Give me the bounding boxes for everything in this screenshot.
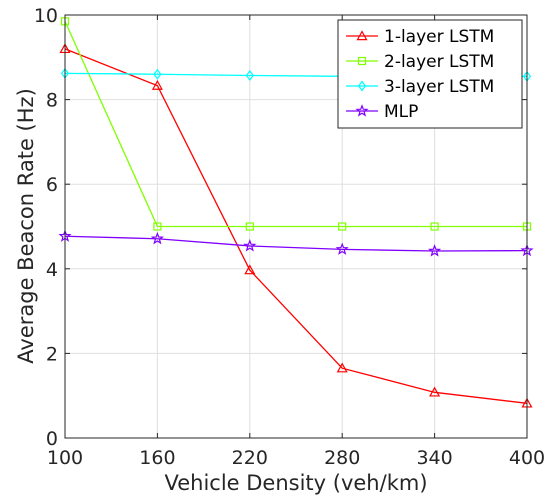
data-point [244, 264, 256, 275]
legend-marker [357, 56, 367, 66]
y-tick-label: 2 [46, 343, 58, 365]
legend-label: 2-layer LSTM [384, 52, 494, 72]
x-tick-label: 160 [139, 447, 175, 469]
y-tick-label: 0 [46, 428, 58, 450]
plot-frame [64, 14, 528, 439]
y-axis-label: Average Beacon Rate (Hz) [14, 88, 38, 364]
y-tick-label: 4 [46, 259, 58, 281]
data-point [150, 231, 164, 245]
data-point [153, 222, 162, 231]
legend-marker [355, 104, 369, 117]
data-point [429, 386, 441, 397]
data-point [336, 362, 348, 373]
legend-box [337, 19, 523, 129]
data-point [335, 242, 349, 255]
y-axis-ticks: 0 2 4 6 8 10 [34, 5, 527, 450]
x-axis-label: Vehicle Density (veh/km) [164, 471, 427, 495]
x-tick-label: 280 [324, 447, 360, 469]
y-tick-label: 10 [34, 5, 58, 27]
legend-marker [356, 30, 368, 41]
legend-item: MLP [346, 102, 418, 122]
data-point [153, 68, 162, 80]
legend-item: 2-layer LSTM [346, 52, 494, 72]
legend-item: 1-layer LSTM [346, 27, 494, 47]
data-point [428, 244, 442, 257]
data-point [245, 222, 254, 231]
x-tick-label: 220 [232, 447, 268, 469]
legend-marker [357, 80, 367, 92]
x-tick-label: 100 [47, 447, 83, 469]
series-line [64, 21, 527, 228]
x-tick-label: 340 [416, 447, 452, 469]
series-line [64, 235, 528, 252]
data-point [430, 222, 439, 231]
x-axis-ticks: 100 160 220 280 340 400 [47, 15, 545, 469]
legend: 1-layer LSTM 2-layer LSTM 3-layer LSTM MLP [337, 19, 523, 129]
x-tick-label: 400 [509, 447, 545, 469]
legend-label: 3-layer LSTM [384, 77, 494, 97]
legend-item: 3-layer LSTM [346, 77, 494, 97]
series-line [64, 48, 528, 404]
y-tick-label: 8 [46, 90, 58, 112]
y-tick-label: 6 [46, 174, 58, 196]
legend-label: 1-layer LSTM [384, 27, 494, 47]
series-layer [58, 17, 534, 408]
data-point [338, 222, 347, 231]
data-point [245, 69, 254, 81]
data-point [151, 79, 163, 90]
legend-label: MLP [384, 102, 418, 122]
data-point [243, 239, 257, 252]
